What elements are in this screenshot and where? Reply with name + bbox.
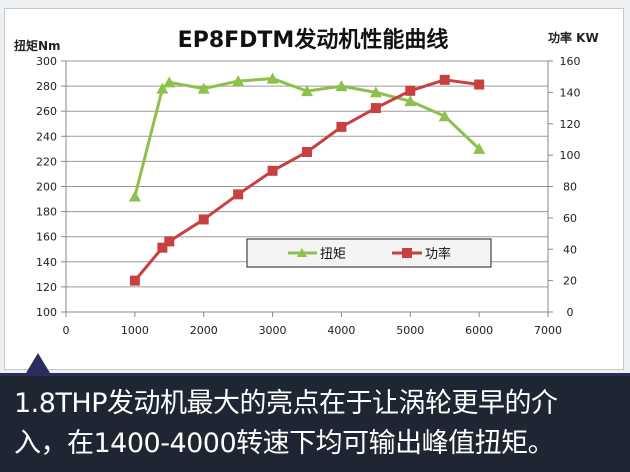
- y-axis-label: 扭矩Nm: [14, 38, 61, 53]
- y-tick-label: 120: [36, 281, 57, 294]
- y-tick-label: 180: [36, 206, 57, 219]
- x-tick-label: 4000: [327, 324, 355, 337]
- y2-tick-label: 40: [563, 243, 577, 256]
- y2-tick-label: 100: [560, 149, 581, 162]
- caption-bar: 1.8THP发动机最大的亮点在于让涡轮更早的介 入，在1400-4000转速下均…: [0, 373, 630, 472]
- y-tick-label: 100: [36, 306, 57, 319]
- power-point: [439, 74, 450, 85]
- y-tick-label: 260: [36, 105, 57, 118]
- caption-line-2: 入，在1400-4000转速下均可输出峰值扭矩。: [14, 428, 555, 459]
- torque-point: [438, 110, 451, 122]
- power-point: [474, 79, 485, 90]
- y-tick-label: 300: [36, 55, 57, 68]
- torque-point: [301, 85, 313, 97]
- power-point: [336, 121, 347, 132]
- power-point: [302, 146, 312, 157]
- power-point: [233, 189, 244, 200]
- x-tick-label: 6000: [465, 324, 493, 337]
- power-point: [129, 275, 140, 286]
- torque-point: [156, 82, 169, 94]
- x-tick-label: 5000: [396, 324, 424, 337]
- caption-line-1: 1.8THP发动机最大的亮点在于让涡轮更早的介: [14, 388, 558, 419]
- torque-point: [197, 82, 210, 94]
- torque-point: [128, 190, 141, 202]
- y2-tick-label: 20: [563, 275, 577, 288]
- power-point: [405, 85, 416, 96]
- legend-marker-torque: [297, 248, 307, 257]
- y2-tick-label: 160: [560, 55, 581, 68]
- y-tick-label: 240: [36, 130, 57, 143]
- engine-performance-chart: EP8FDTM发动机性能曲线 扭矩Nm 功率 KW 100 120 140 160 18…: [14, 27, 599, 337]
- legend: 扭矩 功率: [246, 238, 492, 268]
- legend-label-torque: 扭矩: [320, 247, 346, 262]
- y-tick-label: 140: [36, 256, 57, 269]
- power-point: [198, 214, 209, 225]
- y-tick-label: 200: [36, 181, 57, 194]
- y2-tick-label: 120: [560, 118, 581, 131]
- chart-title: EP8FDTM发动机性能曲线: [178, 27, 449, 53]
- legend-label-power: 功率: [425, 246, 451, 262]
- power-point: [267, 165, 278, 176]
- y2-tick-label: 140: [560, 86, 581, 99]
- legend-marker-power: [402, 248, 412, 258]
- y2-tick-label: 0: [567, 306, 574, 319]
- torque-point: [369, 86, 382, 98]
- y-tick-label: 220: [36, 155, 57, 168]
- torque-point: [404, 95, 417, 107]
- torque-point: [266, 72, 279, 84]
- x-tick-label: 1000: [121, 324, 149, 337]
- y-tick-label: 160: [36, 231, 57, 244]
- y2-axis-label: 功率 KW: [548, 30, 599, 45]
- torque-point: [163, 76, 176, 88]
- x-tick-label: 3000: [259, 324, 287, 337]
- torque-point: [335, 80, 348, 92]
- x-tick-label: 7000: [534, 324, 562, 337]
- torque-point: [473, 142, 486, 154]
- x-tick-label: 2000: [190, 324, 218, 337]
- y2-tick-label: 80: [563, 181, 577, 194]
- chart-panel: [4, 8, 624, 370]
- y-tick-label: 280: [36, 80, 57, 93]
- y2-tick-label: 60: [563, 212, 577, 225]
- power-point: [157, 242, 168, 253]
- caption-pointer: [26, 353, 50, 373]
- torque-point: [232, 75, 245, 87]
- power-point: [370, 103, 381, 114]
- power-point: [164, 236, 175, 247]
- series-line-torque: [133, 77, 481, 197]
- x-tick-label: 0: [63, 324, 70, 337]
